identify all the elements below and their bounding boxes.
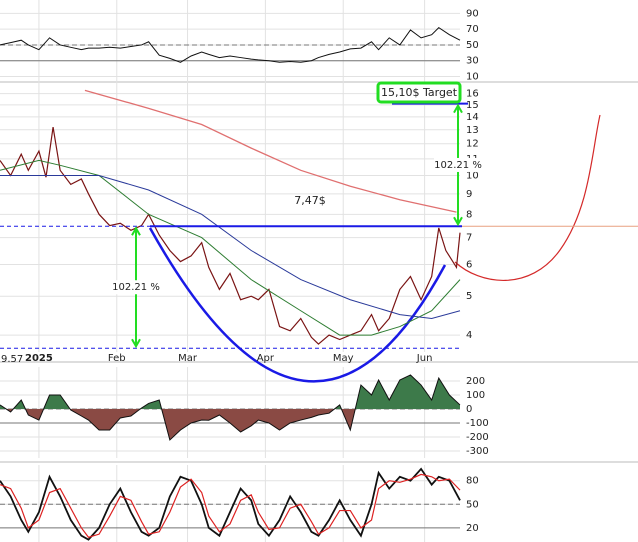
cup-arc	[148, 227, 447, 383]
series-line	[0, 374, 461, 441]
measure-label-bg	[434, 157, 482, 172]
measure-label: 102.21 %	[112, 282, 160, 293]
y-tick-label: 200	[466, 376, 485, 387]
series-line	[0, 174, 461, 319]
x-tick-label: Jun	[416, 353, 433, 364]
y-tick-label: 0	[466, 404, 472, 415]
series-line	[84, 89, 457, 213]
arrow-head	[453, 216, 463, 227]
y-tick-label: 10	[466, 170, 479, 181]
y-tick-label: 7	[466, 233, 472, 244]
y-tick-label: 8	[466, 209, 472, 220]
y-tick-label: 16	[466, 89, 479, 100]
series-line	[0, 467, 461, 541]
y-tick-label: 9	[466, 189, 472, 200]
handle-projection	[454, 114, 601, 281]
x-tick-label: 2025	[25, 353, 53, 364]
target-label: 15,10$ Target	[381, 86, 458, 99]
y-tick-label: -200	[466, 432, 489, 443]
arrow-head	[131, 226, 141, 236]
y-tick-label: 30	[466, 56, 479, 67]
series-line	[0, 26, 461, 63]
y-tick-label: 50	[466, 40, 479, 51]
y-tick-label: 100	[466, 390, 485, 401]
y-tick-label: 20	[466, 523, 479, 534]
series-line	[0, 473, 461, 538]
y-tick-label: 70	[466, 24, 479, 35]
y-tick-label: 14	[466, 112, 479, 123]
y-tick-label: 50	[466, 499, 479, 510]
y-tick-label: 80	[466, 476, 479, 487]
measure-label-bg	[112, 280, 160, 295]
x-tick-label: Feb	[108, 353, 126, 364]
target-box	[376, 81, 462, 104]
y-tick-label: 90	[466, 8, 479, 19]
y-tick-label: 4	[466, 330, 472, 341]
y-tick-label: 12	[466, 139, 479, 150]
measure-label: 102.21 %	[434, 160, 482, 171]
y-tick-label: -100	[466, 418, 489, 429]
support-label: 7,47$	[294, 194, 326, 207]
series-line	[0, 127, 461, 345]
x-tick-label: Mar	[178, 353, 198, 364]
y-tick-label: -300	[466, 446, 489, 457]
series-line	[0, 159, 461, 336]
x-tick-label: May	[333, 353, 354, 364]
y-tick-label: 13	[466, 125, 479, 136]
y-tick-label: 10	[466, 71, 479, 82]
arrow-head	[131, 338, 141, 349]
arrow-head	[453, 103, 463, 114]
x-tick-label: Apr	[257, 353, 275, 364]
y-tick-label: 6	[466, 259, 472, 270]
corner-label: 9.57	[1, 354, 23, 365]
y-tick-label: 5	[466, 291, 472, 302]
y-tick-label: 15	[466, 100, 479, 111]
